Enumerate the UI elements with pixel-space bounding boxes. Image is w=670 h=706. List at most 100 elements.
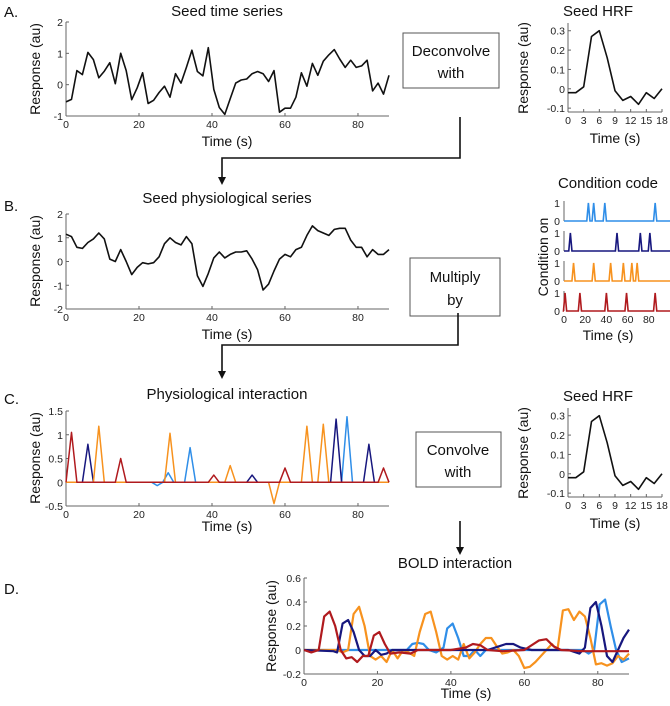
series-line	[303, 610, 629, 664]
x-tick-label: 15	[640, 115, 652, 127]
multiply-by-label: by	[447, 292, 463, 309]
y-tick-label: 0.1	[550, 64, 565, 76]
y-tick-label: 1	[57, 233, 63, 245]
x-tick-label: 20	[133, 119, 145, 131]
condition-subplot: 01	[554, 198, 670, 228]
chart-title: Condition code	[558, 175, 658, 192]
condition-series-line	[564, 202, 670, 222]
y-tick-label: 0.2	[550, 430, 565, 442]
y-tick-label: 0	[57, 80, 63, 92]
x-tick-label: 0	[561, 314, 567, 326]
y-axis-label: Condition on	[535, 218, 551, 297]
panel-label-c: C.	[4, 391, 19, 408]
x-tick-label: 80	[352, 119, 364, 131]
convolve-box: Convolve with	[415, 431, 502, 488]
multiply-label: Multiply	[430, 269, 481, 286]
x-tick-label: 80	[352, 509, 364, 521]
x-tick-label: 40	[206, 509, 218, 521]
y-tick-label: 0	[559, 84, 565, 96]
x-tick-label: 18	[656, 500, 668, 512]
y-axis-label: Response (au)	[515, 407, 531, 499]
y-tick-label: 0	[57, 257, 63, 269]
y-tick-label: -2	[54, 304, 63, 316]
convolve-label: Convolve	[427, 442, 490, 459]
series-line	[304, 598, 630, 664]
x-tick-label: 40	[601, 314, 613, 326]
y-tick-label: 0	[554, 246, 560, 258]
x-tick-label: 60	[279, 509, 291, 521]
x-tick-label: 0	[63, 509, 69, 521]
y-tick-label: 0	[57, 477, 63, 489]
panel-label-b: B.	[4, 198, 18, 215]
y-tick-label: 1	[554, 288, 560, 300]
x-tick-label: 60	[279, 312, 291, 324]
x-tick-label: 0	[565, 115, 571, 127]
series-line	[304, 605, 630, 670]
y-axis-label: Response (au)	[27, 215, 43, 307]
y-tick-label: 0.2	[286, 621, 301, 633]
series-line	[303, 600, 630, 664]
y-tick-label: 2	[57, 209, 63, 221]
multiply-box: Multiply by	[409, 257, 501, 317]
x-tick-label: 60	[518, 677, 530, 689]
y-tick-label: 0	[295, 645, 301, 657]
y-tick-label: -0.5	[45, 501, 63, 513]
x-tick-label: 18	[656, 115, 668, 127]
x-axis-label: Time (s)	[583, 327, 634, 343]
y-tick-label: 0.1	[550, 449, 565, 461]
convolve-with-label: with	[444, 464, 472, 481]
x-tick-label: 9	[612, 500, 618, 512]
x-tick-label: 40	[206, 312, 218, 324]
chart-title: BOLD interaction	[398, 555, 512, 572]
x-tick-label: 60	[622, 314, 634, 326]
x-tick-label: 0	[63, 119, 69, 131]
x-tick-label: 12	[625, 115, 637, 127]
x-tick-label: 6	[596, 500, 602, 512]
y-tick-label: 0	[554, 216, 560, 228]
y-tick-label: 1	[57, 430, 63, 442]
x-axis-label: Time (s)	[202, 133, 253, 149]
y-tick-label: -0.1	[547, 103, 565, 115]
x-tick-label: 9	[612, 115, 618, 127]
x-tick-label: 0	[301, 677, 307, 689]
x-axis-label: Time (s)	[590, 515, 641, 531]
y-tick-label: 0.4	[286, 597, 301, 609]
x-tick-label: 80	[352, 312, 364, 324]
chart-seed-physiological-series: 0 20 40 60 80 -2 -1 0 1 2 Seed physiological serie…	[27, 190, 390, 342]
x-tick-label: 0	[565, 500, 571, 512]
y-tick-label: 0.3	[550, 26, 565, 38]
condition-subplot: 01	[554, 258, 670, 288]
y-tick-label: 1	[554, 258, 560, 270]
x-tick-label: 80	[592, 677, 604, 689]
panel-label-a: A.	[4, 4, 18, 21]
y-axis-label: Response (au)	[515, 22, 531, 114]
y-tick-label: 0	[559, 469, 565, 481]
deconvolve-label: Deconvolve	[412, 43, 490, 60]
series-line	[65, 46, 390, 116]
x-tick-label: 20	[372, 677, 384, 689]
x-axis-label: Time (s)	[202, 326, 253, 342]
x-tick-label: 40	[445, 677, 457, 689]
y-tick-label: 1	[554, 228, 560, 240]
x-tick-label: 20	[133, 509, 145, 521]
chart-title: Seed HRF	[563, 3, 633, 20]
arrowhead-icon	[456, 547, 464, 555]
y-tick-label: 0.6	[286, 573, 301, 585]
y-tick-label: 0.2	[550, 45, 565, 57]
y-axis-label: Response (au)	[27, 23, 43, 115]
y-axis-label: Response (au)	[27, 412, 43, 504]
x-tick-label: 12	[625, 500, 637, 512]
y-tick-label: 0.5	[48, 454, 63, 466]
chart-title: Seed physiological series	[142, 190, 311, 207]
y-tick-label: -1	[54, 111, 63, 123]
y-tick-label: 1.5	[48, 406, 63, 418]
flow-arrow-b-to-c	[221, 313, 459, 375]
x-tick-label: 6	[596, 115, 602, 127]
condition-series-line	[562, 292, 670, 312]
y-axis-label: Response (au)	[263, 580, 279, 672]
